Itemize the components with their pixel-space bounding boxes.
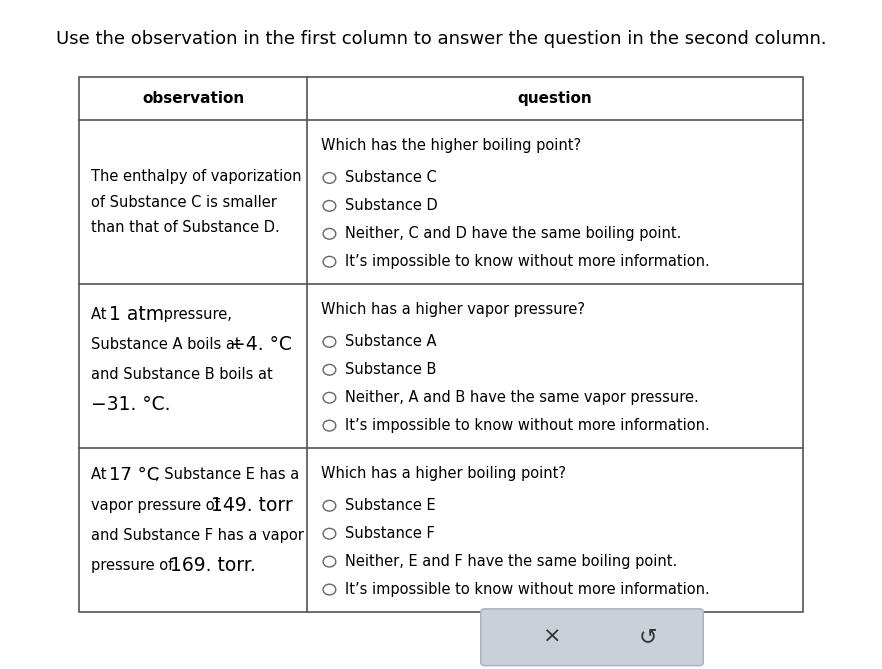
Text: 17 °C: 17 °C — [109, 466, 160, 484]
Text: Which has the higher boiling point?: Which has the higher boiling point? — [321, 138, 581, 153]
Text: −4. °C: −4. °C — [230, 335, 292, 354]
Text: Neither, E and F have the same boiling point.: Neither, E and F have the same boiling p… — [346, 554, 677, 569]
Text: Substance E: Substance E — [346, 498, 436, 513]
Text: −31. °C.: −31. °C. — [91, 395, 171, 414]
Bar — [79, 77, 803, 612]
Text: Use the observation in the first column to answer the question in the second col: Use the observation in the first column … — [56, 30, 826, 48]
Text: , Substance E has a: , Substance E has a — [154, 468, 299, 482]
Text: Which has a higher vapor pressure?: Which has a higher vapor pressure? — [321, 302, 586, 317]
Text: Neither, A and B have the same vapor pressure.: Neither, A and B have the same vapor pre… — [346, 390, 699, 405]
Text: At: At — [91, 307, 111, 322]
Text: Substance B: Substance B — [346, 363, 437, 377]
Text: Which has a higher boiling point?: Which has a higher boiling point? — [321, 466, 566, 481]
Text: and Substance B boils at: and Substance B boils at — [91, 367, 273, 382]
Text: of Substance C is smaller: of Substance C is smaller — [91, 195, 277, 210]
Text: 169. torr.: 169. torr. — [169, 556, 255, 575]
Text: and Substance F has a vapor: and Substance F has a vapor — [91, 528, 304, 543]
Text: Substance A: Substance A — [346, 334, 437, 349]
Text: question: question — [518, 91, 593, 106]
Text: Substance A boils at: Substance A boils at — [91, 337, 245, 352]
Text: 149. torr: 149. torr — [212, 496, 293, 514]
Text: than that of Substance D.: than that of Substance D. — [91, 220, 280, 235]
Text: 1 atm: 1 atm — [109, 305, 165, 324]
Text: pressure,: pressure, — [159, 307, 232, 322]
Text: Substance D: Substance D — [346, 199, 438, 213]
Text: pressure of: pressure of — [91, 558, 178, 573]
Text: Neither, C and D have the same boiling point.: Neither, C and D have the same boiling p… — [346, 226, 682, 242]
Text: ×: × — [543, 627, 562, 647]
Text: The enthalpy of vaporization: The enthalpy of vaporization — [91, 169, 302, 185]
Text: It’s impossible to know without more information.: It’s impossible to know without more inf… — [346, 418, 710, 433]
Text: It’s impossible to know without more information.: It’s impossible to know without more inf… — [346, 254, 710, 269]
Text: vapor pressure of: vapor pressure of — [91, 498, 225, 512]
Text: ↺: ↺ — [639, 627, 657, 647]
Text: At: At — [91, 468, 111, 482]
Text: Substance F: Substance F — [346, 527, 435, 541]
Text: Substance C: Substance C — [346, 171, 437, 185]
FancyBboxPatch shape — [481, 609, 703, 666]
Text: It’s impossible to know without more information.: It’s impossible to know without more inf… — [346, 582, 710, 597]
Text: observation: observation — [142, 91, 244, 106]
